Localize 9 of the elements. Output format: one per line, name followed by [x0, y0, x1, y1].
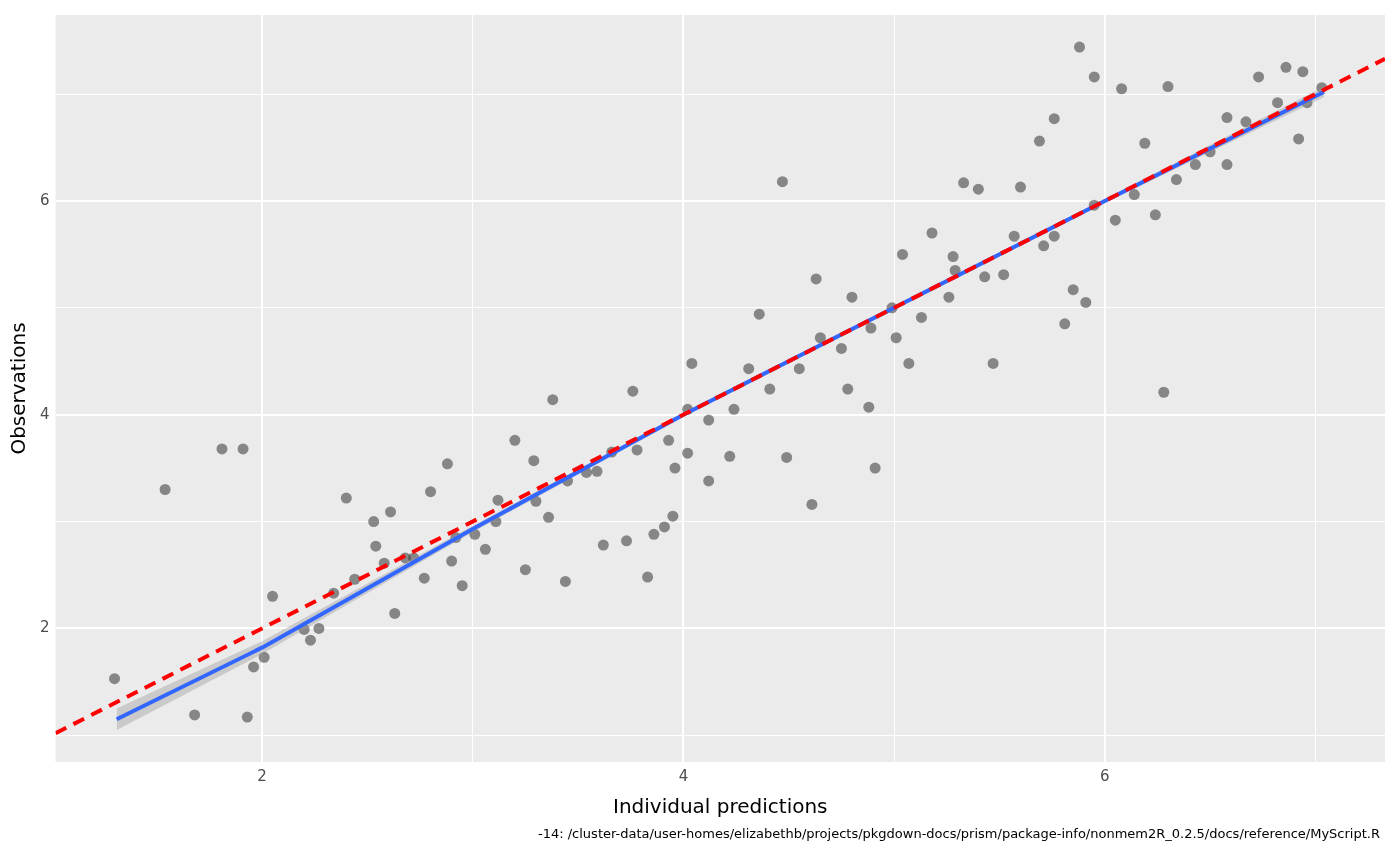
y-tick-label: 6: [40, 190, 50, 209]
text: -14: /cluster-data/user-homes/elizabethb/projects/pkgdown-docs/prism/package-info/nonmem2R_0.2.5/docs/reference/MyScript.R: [537, 826, 1381, 841]
x-tick-label: 4: [678, 766, 689, 785]
y-tick-label: 2: [40, 618, 50, 637]
x-tick-label: 2: [257, 766, 267, 785]
x-axis-title: Individual predictions: [613, 794, 828, 819]
x-tick-label: 6: [1100, 766, 1110, 785]
y-axis-title: Observations: [6, 322, 31, 455]
y-tick-label: 4: [40, 404, 50, 423]
